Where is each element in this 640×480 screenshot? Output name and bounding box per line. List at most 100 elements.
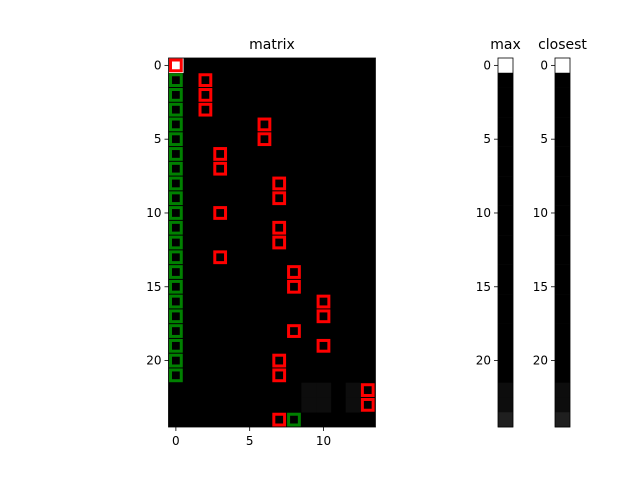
column-cell	[555, 294, 571, 310]
matrix-cell	[316, 397, 332, 413]
y-tick-label: 5	[540, 132, 548, 146]
column-cell	[498, 72, 514, 88]
red-box	[316, 294, 331, 309]
matrix-cell	[345, 382, 361, 398]
column-cell	[555, 190, 571, 206]
matrix-frame	[168, 57, 376, 428]
x-tick-label: 0	[172, 434, 180, 448]
column-cell	[555, 87, 571, 103]
column-cell	[498, 279, 514, 295]
column-cell	[555, 117, 571, 133]
column-cell	[498, 264, 514, 280]
green-box	[169, 206, 183, 220]
red-box	[272, 220, 287, 235]
column-cell	[555, 412, 571, 428]
green-box	[169, 191, 183, 206]
red-box	[272, 176, 287, 191]
column-cell	[498, 353, 514, 369]
column-cell	[498, 117, 514, 133]
y-tick-label: 20	[476, 354, 491, 368]
green-box	[169, 250, 183, 265]
column-cell	[498, 190, 514, 206]
matrix-cell	[345, 397, 361, 413]
column-cell	[555, 146, 571, 162]
green-box	[169, 235, 183, 250]
column-cell	[555, 235, 571, 251]
matrix-y-ticks: 0 5 10 15 20	[146, 58, 169, 368]
column-cell	[498, 205, 514, 221]
red-box	[360, 397, 375, 412]
column-cell	[555, 367, 571, 384]
max-y-ticks: 0 5 10 15 20	[476, 58, 498, 368]
red-box	[257, 132, 272, 147]
column-cell	[555, 338, 571, 354]
y-tick-label: 5	[154, 132, 162, 146]
column-cell	[498, 235, 514, 251]
green-box	[169, 368, 183, 383]
matrix-background	[168, 58, 376, 427]
red-box	[316, 338, 331, 353]
red-box	[360, 383, 375, 397]
red-box	[272, 412, 287, 427]
closest-title: closest	[538, 37, 587, 53]
y-tick-label: 10	[146, 206, 161, 220]
red-box	[287, 265, 301, 279]
column-cell	[555, 220, 571, 236]
green-box	[169, 147, 183, 161]
y-tick-label: 15	[476, 280, 491, 294]
column-cell	[555, 382, 571, 398]
matrix-boxes	[169, 58, 375, 427]
green-box	[169, 353, 183, 368]
matrix-x-ticks: 0 5 10	[172, 427, 331, 448]
column-cell	[498, 58, 514, 74]
green-box	[169, 88, 183, 102]
green-box	[169, 279, 183, 294]
column-cell	[555, 131, 571, 147]
red-box	[213, 147, 228, 161]
closest-cells	[555, 58, 571, 428]
column-cell	[498, 249, 514, 265]
column-cell	[498, 382, 514, 398]
red-box	[287, 324, 301, 338]
column-cell	[498, 146, 514, 162]
column-cell	[555, 205, 571, 221]
column-cell	[498, 323, 514, 339]
column-cell	[498, 87, 514, 103]
column-cell	[555, 102, 571, 118]
y-tick-label: 15	[146, 280, 161, 294]
x-tick-label: 5	[246, 434, 254, 448]
closest-y-ticks: 0 5 10 15 20	[533, 58, 555, 368]
matrix-cell	[301, 397, 317, 413]
red-box	[272, 191, 287, 206]
column-cell	[498, 176, 514, 192]
green-box	[169, 132, 183, 147]
red-box	[198, 102, 213, 117]
max-panel: max 0 5 10 15 20	[476, 37, 521, 428]
column-cell	[498, 220, 514, 236]
green-box	[169, 309, 183, 324]
red-box	[287, 279, 301, 294]
green-box	[169, 220, 183, 235]
column-cell	[498, 131, 514, 147]
column-cell	[555, 264, 571, 280]
max-cells	[498, 58, 514, 428]
matrix-title: matrix	[249, 37, 295, 53]
max-frame	[497, 57, 514, 428]
closest-panel: closest 0 5 10 15 20	[533, 37, 587, 428]
x-tick-label: 10	[316, 434, 331, 448]
max-title: max	[490, 37, 521, 53]
column-cell	[555, 279, 571, 295]
closest-frame	[554, 57, 571, 428]
y-tick-label: 0	[540, 58, 548, 72]
column-cell	[498, 102, 514, 118]
matrix-cells	[168, 58, 376, 427]
y-tick-label: 15	[533, 280, 548, 294]
matrix-panel: matrix 0 5 10 0 5 10 15 20	[146, 37, 376, 448]
green-box	[169, 176, 183, 191]
green-box	[169, 265, 183, 279]
column-cell	[555, 353, 571, 369]
red-box	[198, 88, 213, 102]
red-box	[316, 309, 331, 324]
red-box	[213, 250, 228, 265]
